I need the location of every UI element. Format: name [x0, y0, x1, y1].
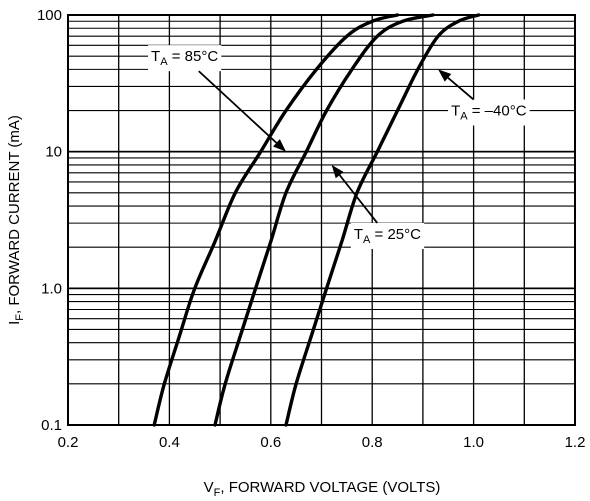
series-line: [152, 13, 400, 427]
series-line: [213, 13, 435, 427]
annotation-leader: [338, 174, 378, 224]
annotation-arrowhead: [331, 164, 344, 179]
annotation-group: TA = 85°C TA = 25°C TA = –40°C: [148, 45, 530, 249]
plot-frame: [67, 14, 576, 426]
x-tick-label: 0.4: [159, 434, 180, 451]
annotation-label-bg: [448, 99, 530, 126]
tick-labels: 0.2 0.4 0.6 0.8 1.0 1.2 0.1 1.0 10 100: [37, 7, 585, 451]
annotation-label: TA = 25°C: [354, 226, 421, 246]
series-group: [152, 13, 481, 427]
y-axis-title: IF, FORWARD CURRENT (mA): [6, 115, 26, 325]
series-line: [284, 13, 481, 427]
x-axis-title-sub: F: [214, 487, 221, 499]
x-tick-label: 0.2: [58, 434, 79, 451]
annotation-label: TA = 85°C: [151, 48, 218, 68]
annotation-leader: [447, 77, 475, 101]
y-axis-title-sub: F: [14, 314, 26, 321]
x-tick-label: 0.6: [260, 434, 281, 451]
annotation: TA = 25°C: [331, 164, 425, 249]
annotation-label-bg: [350, 222, 425, 249]
x-tick-label: 1.2: [565, 434, 586, 451]
annotation-leader: [198, 70, 278, 144]
x-axis-title: VF, FORWARD VOLTAGE (VOLTS): [204, 479, 441, 499]
annotation-arrowhead: [273, 139, 287, 152]
x-tick-label: 0.8: [362, 434, 383, 451]
annotation: TA = 85°C: [148, 45, 287, 152]
x-axis-title-main: V: [204, 479, 214, 496]
grid: [67, 14, 576, 426]
y-axis-title-main: I: [6, 321, 23, 325]
annotation: TA = –40°C: [438, 69, 530, 126]
y-tick-label: 10: [45, 144, 62, 161]
y-tick-label: 1.0: [41, 280, 62, 297]
y-tick-label: 0.1: [41, 417, 62, 434]
annotation-arrowhead: [438, 69, 452, 82]
y-tick-label: 100: [37, 7, 62, 24]
annotation-label-bg: [148, 45, 222, 72]
y-axis-title-rest: , FORWARD CURRENT (mA): [6, 115, 23, 314]
x-axis-title-rest: , FORWARD VOLTAGE (VOLTS): [220, 479, 440, 496]
x-tick-label: 1.0: [463, 434, 484, 451]
annotation-label: TA = –40°C: [451, 103, 527, 123]
